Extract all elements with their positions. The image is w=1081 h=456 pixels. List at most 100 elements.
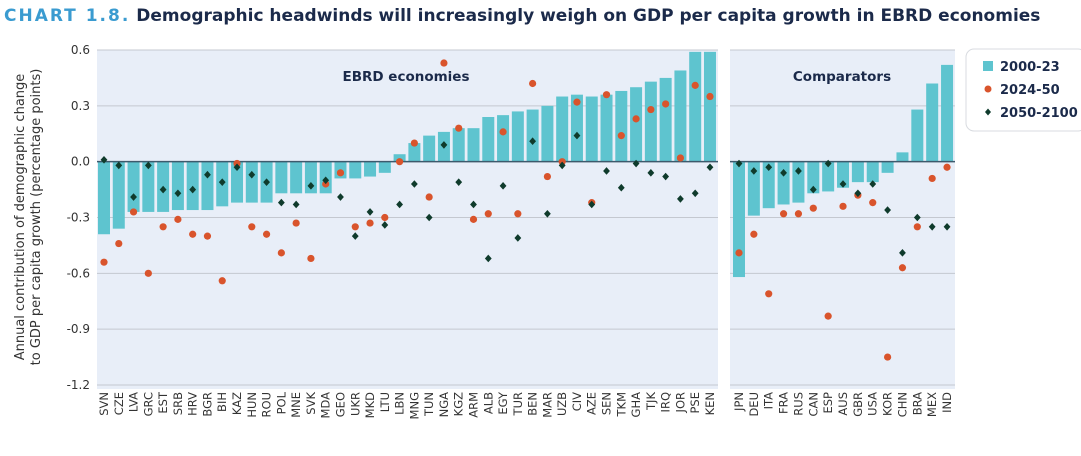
diamond-2050-2100-tjk bbox=[647, 169, 655, 177]
dot-2024-50-hun bbox=[248, 223, 256, 231]
legend-label: 2024-50 bbox=[1000, 83, 1060, 98]
diamond-2050-2100-pse bbox=[691, 189, 699, 198]
panel-background bbox=[97, 50, 718, 389]
category-label: SVN bbox=[97, 392, 111, 416]
category-label: CZE bbox=[112, 392, 126, 415]
bar-uzb bbox=[556, 96, 569, 162]
category-label: KOR bbox=[881, 392, 895, 416]
dot-2024-50-srb bbox=[174, 215, 182, 223]
dot-2024-50-irq bbox=[662, 100, 670, 108]
category-label: HRV bbox=[186, 392, 200, 416]
diamond-2050-2100-mkd bbox=[366, 208, 374, 216]
bar-tkm bbox=[615, 90, 628, 162]
dot-2024-50-geo bbox=[336, 169, 345, 177]
category-label: CAN bbox=[806, 392, 820, 417]
category-label: JOR bbox=[673, 392, 687, 413]
diamond-2050-2100-nga bbox=[440, 141, 448, 149]
bar-egy bbox=[497, 115, 510, 162]
category-label: LTU bbox=[378, 392, 392, 412]
dot-2024-50-mkd bbox=[366, 219, 374, 227]
category-label: TJK bbox=[644, 392, 658, 411]
bar-usa bbox=[866, 161, 879, 183]
bar-ltu bbox=[378, 161, 391, 173]
diamond-2050-2100-kgz bbox=[455, 178, 463, 186]
category-label: ROU bbox=[260, 392, 274, 417]
category-label: EST bbox=[156, 391, 170, 414]
dot-2024-50-ltu bbox=[381, 213, 389, 222]
dot-2024-50-hrv bbox=[189, 230, 197, 238]
bar-mkd bbox=[364, 161, 377, 177]
diamond-2050-2100-tkm bbox=[617, 183, 625, 192]
bar-mng bbox=[408, 143, 421, 162]
diamond-2050-2100-est bbox=[159, 185, 167, 194]
diamond-2050-2100-pol bbox=[277, 198, 285, 207]
category-label: CHN bbox=[895, 392, 909, 417]
category-label: GEO bbox=[333, 392, 347, 417]
diamond-2050-2100-ind bbox=[943, 223, 951, 231]
diamond-2050-2100-gbr bbox=[854, 189, 862, 198]
legend-circle-icon bbox=[984, 85, 992, 93]
dot-2024-50-mar bbox=[543, 172, 552, 181]
dot-2024-50-tur bbox=[514, 210, 522, 218]
category-label: POL bbox=[274, 391, 288, 414]
bar-ken bbox=[703, 51, 716, 162]
category-label: ALB bbox=[481, 392, 495, 414]
diamond-2050-2100-usa bbox=[869, 180, 877, 188]
dot-2024-50-bra bbox=[913, 223, 921, 231]
diamond-2050-2100-grc bbox=[144, 161, 152, 170]
bar-svk bbox=[304, 161, 317, 194]
y-axis-label: to GDP per capita growth (percentage poi… bbox=[29, 69, 44, 366]
bar-esp bbox=[822, 161, 835, 192]
dot-2024-50-svn bbox=[100, 258, 108, 266]
diamond-2050-2100-esp bbox=[824, 159, 832, 168]
diamond-2050-2100-svk bbox=[307, 182, 315, 190]
diamond-2050-2100-jpn bbox=[735, 159, 743, 168]
dot-2024-50-egy bbox=[499, 128, 507, 136]
diamond-2050-2100-geo bbox=[337, 193, 344, 201]
dot-2024-50-nga bbox=[440, 59, 448, 67]
diamond-2050-2100-mng bbox=[410, 180, 418, 188]
bar-kgz bbox=[452, 128, 465, 162]
category-label: AZE bbox=[585, 392, 599, 415]
bar-mex bbox=[926, 83, 939, 162]
category-label: BGR bbox=[200, 392, 214, 417]
dot-2024-50-ken bbox=[706, 92, 714, 101]
category-label: EGY bbox=[496, 391, 510, 415]
diamond-2050-2100-mne bbox=[292, 200, 300, 209]
category-label: BIH bbox=[215, 392, 229, 412]
diamond-2050-2100-sen bbox=[603, 167, 610, 175]
bar-lbn bbox=[393, 154, 406, 162]
category-label: HUN bbox=[245, 392, 259, 418]
diamond-2050-2100-cze bbox=[115, 161, 123, 170]
dot-2024-50-rou bbox=[262, 230, 271, 238]
diamond-2050-2100-ltu bbox=[381, 221, 389, 229]
category-label: LVA bbox=[127, 392, 141, 412]
diamond-2050-2100-srb bbox=[174, 189, 182, 198]
y-tick-label: 0.0 bbox=[71, 155, 90, 169]
dot-2024-50-kor bbox=[884, 353, 892, 361]
diamond-2050-2100-aus bbox=[839, 180, 847, 188]
bar-tur bbox=[511, 111, 524, 162]
diamond-2050-2100-mar bbox=[544, 209, 551, 218]
y-tick-label: -0.3 bbox=[67, 211, 90, 225]
bar-gha bbox=[630, 87, 643, 162]
dot-2024-50-alb bbox=[484, 210, 492, 218]
bar-ita bbox=[762, 161, 775, 209]
category-label: SRB bbox=[171, 392, 185, 415]
dot-2024-50-lbn bbox=[396, 158, 404, 166]
dot-2024-50-gha bbox=[632, 115, 640, 123]
diamond-2050-2100-rou bbox=[263, 178, 270, 186]
category-label: CIV bbox=[570, 392, 584, 411]
dot-2024-50-mne bbox=[292, 219, 300, 227]
diamond-2050-2100-hun bbox=[248, 170, 256, 179]
dot-2024-50-kgz bbox=[455, 124, 463, 132]
dot-2024-50-bih bbox=[218, 277, 226, 285]
panel-background bbox=[730, 50, 955, 389]
diamond-2050-2100-mda bbox=[322, 176, 330, 185]
diamond-2050-2100-ben bbox=[529, 137, 537, 145]
dot-2024-50-esp bbox=[824, 312, 832, 320]
bar-aus bbox=[837, 161, 850, 188]
diamond-2050-2100-lva bbox=[130, 193, 137, 201]
category-label: ARM bbox=[467, 392, 481, 418]
